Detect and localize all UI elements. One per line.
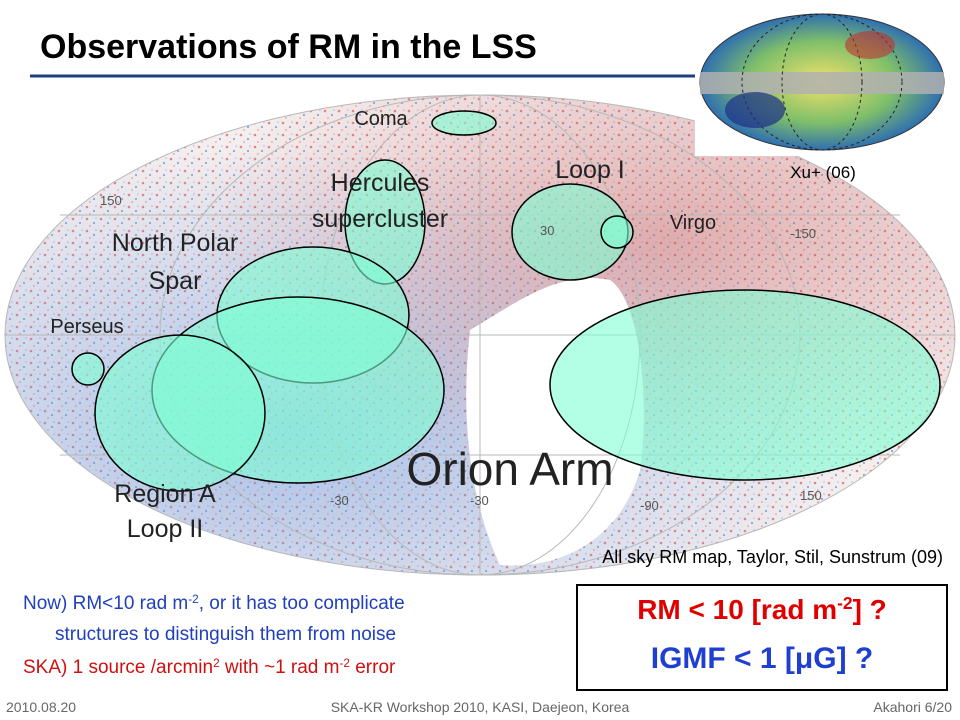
text-line: RM < 10 [rad m-2] ? — [637, 593, 887, 625]
region-label: Loop II — [127, 515, 203, 543]
region-ellipse — [71, 352, 105, 386]
text-run: Now) RM<10 rad m — [23, 593, 188, 614]
region-ellipse — [600, 215, 634, 249]
inset-caption: Xu+ (06) — [790, 163, 856, 182]
superscript: -2 — [837, 593, 852, 613]
text-run: ] ? — [853, 594, 887, 625]
region-label: Perseus — [50, 316, 123, 338]
region-label: Region A — [114, 480, 216, 508]
text-line: SKA) 1 source /arcmin2 with ~1 rad m-2 e… — [23, 657, 396, 679]
region-label: Coma — [354, 108, 408, 130]
map-axis-label: 150 — [100, 193, 122, 208]
map-caption: All sky RM map, Taylor, Stil, Sunstrum (… — [602, 547, 943, 567]
labels: Coma Hercules supercluster Loop I Virgo North… — [50, 108, 943, 567]
region-label: Hercules — [331, 169, 430, 197]
footer-event: SKA-KR Workshop 2010, KASI, Daejeon, Kor… — [331, 699, 630, 715]
text-run: structures to distinguish them from nois… — [55, 624, 396, 645]
footer-date: 2010.08.20 — [6, 699, 76, 715]
footer-page: Akahori 6/20 — [873, 699, 952, 715]
regions — [71, 110, 941, 492]
region-label: Virgo — [670, 212, 716, 234]
map-axis-label: -30 — [330, 493, 349, 508]
text-run: , or it has too complicate — [199, 593, 405, 614]
text-run: RM < 10 [rad m — [637, 594, 837, 625]
superscript: -2 — [188, 593, 198, 606]
region-label: Spar — [149, 267, 202, 295]
text-run: IGMF < 1 [μG] ? — [651, 642, 874, 675]
region-ellipse — [549, 289, 941, 481]
text-line: Now) RM<10 rad m-2, or it has too compli… — [23, 593, 405, 615]
map-axis-label: 150 — [800, 488, 822, 503]
map-axis-label: 30 — [540, 223, 554, 238]
text-line: structures to distinguish them from nois… — [55, 624, 396, 645]
region-ellipse — [94, 334, 266, 492]
region-ellipse — [431, 110, 497, 136]
region-label: North Polar — [112, 229, 238, 257]
text-run: with ~1 rad m — [220, 657, 340, 678]
superscript: -2 — [339, 657, 349, 670]
question-box — [576, 584, 948, 691]
map-axis-label: -30 — [470, 493, 489, 508]
title: Observations of RM in the LSS — [40, 28, 537, 66]
inset-map — [695, 4, 947, 156]
text-run: SKA) 1 source /arcmin — [23, 657, 213, 678]
superscript: 2 — [213, 657, 220, 670]
region-label: supercluster — [312, 205, 448, 233]
region-label: Loop I — [555, 156, 625, 184]
map-axis-label: -150 — [790, 226, 816, 241]
region-label: Orion Arm — [406, 443, 613, 495]
text-run: error — [350, 657, 396, 678]
map-axis-label: -90 — [640, 498, 659, 513]
text-line: IGMF < 1 [μG] ? — [651, 642, 874, 675]
